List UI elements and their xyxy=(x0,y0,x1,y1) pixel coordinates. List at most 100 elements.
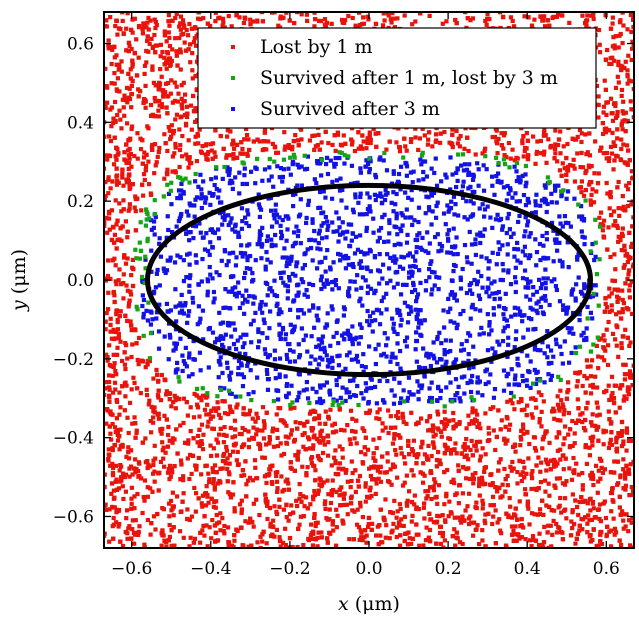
lost-1m-point xyxy=(111,465,116,470)
lost-1m-point xyxy=(399,517,404,522)
lost-1m-point xyxy=(156,388,161,393)
lost-1m-point xyxy=(115,352,120,357)
lost-1m-point xyxy=(367,410,372,416)
lost-1m-point xyxy=(474,527,479,532)
lost-1m-point xyxy=(168,134,174,139)
lost-1m-point xyxy=(322,442,327,447)
lost-1m-point xyxy=(214,499,219,504)
lost-1m-point xyxy=(505,438,510,443)
lost-1m-point xyxy=(134,428,139,433)
lost-1m-point xyxy=(295,12,300,15)
lost-1m-point xyxy=(543,489,548,494)
lost-1m-point xyxy=(558,388,563,393)
lost-1m-point xyxy=(164,544,169,548)
lost-1m-point xyxy=(541,130,547,136)
lost-1m-point xyxy=(629,79,634,84)
lost-1m-point xyxy=(153,527,158,532)
lost-1m-point xyxy=(163,450,168,455)
lost-1m-point xyxy=(587,153,593,158)
lost-1m-point xyxy=(124,283,129,288)
lost-1m-point xyxy=(115,152,120,157)
lost-1m-point xyxy=(631,107,634,112)
lost-1m-point xyxy=(601,218,607,223)
lost-1m-point xyxy=(129,124,135,129)
lost-1m-point xyxy=(546,523,551,528)
lost-1m-point xyxy=(248,516,253,521)
lost-1m-point xyxy=(629,169,634,174)
lost-1m-point xyxy=(137,524,142,529)
lost-1m-point xyxy=(453,543,458,548)
lost-1m-point xyxy=(308,533,313,538)
lost-1m-point xyxy=(185,516,190,522)
lost-1m-point xyxy=(611,35,616,40)
lost-1m-point xyxy=(600,131,606,137)
lost-1m-point xyxy=(431,488,437,493)
lost-1m-point xyxy=(595,405,600,410)
lost-1m-point xyxy=(336,466,341,471)
lost-1m-point xyxy=(218,511,223,516)
lost-1m-point xyxy=(384,523,389,528)
lost-1m-point xyxy=(601,235,607,240)
lost-1m-point xyxy=(126,153,131,158)
lost-1m-point xyxy=(486,511,491,516)
lost-1m-point xyxy=(610,21,615,26)
lost-1m-point xyxy=(133,518,138,523)
lost-1m-point xyxy=(469,419,474,424)
lost-1m-point xyxy=(247,437,252,442)
lost-1m-point xyxy=(162,55,167,60)
lost-1m-point xyxy=(555,402,561,407)
lost-1m-point xyxy=(148,418,153,424)
lost-1m-point xyxy=(113,263,118,268)
lost-1m-point xyxy=(224,153,229,158)
lost-1m-point xyxy=(228,407,233,413)
lost-1m-point xyxy=(286,518,291,523)
lost-1m-point xyxy=(572,441,577,446)
lost-1m-point xyxy=(109,437,114,442)
lost-1m-point xyxy=(244,494,249,499)
lost-1m-point xyxy=(173,141,178,147)
lost-1m-point xyxy=(104,24,107,29)
lost-1m-point xyxy=(126,301,132,306)
lost-1m-point xyxy=(126,95,131,100)
lost-1m-point xyxy=(362,428,367,434)
lost-1m-point xyxy=(389,482,394,487)
lost-1m-point xyxy=(513,524,518,529)
lost-1m-point xyxy=(604,150,610,156)
lost-1m-point xyxy=(177,529,183,534)
lost-1m-point xyxy=(124,516,129,521)
lost-1m-point xyxy=(610,118,616,123)
lost-1m-point xyxy=(400,483,406,488)
lost-1m-point xyxy=(442,426,447,431)
lost-1m-point xyxy=(220,516,225,521)
lost-1m-point xyxy=(354,522,360,527)
lost-1m-point xyxy=(181,535,186,540)
lost-1m-point xyxy=(297,481,302,487)
lost-1m-point xyxy=(555,394,560,399)
lost-1m-point xyxy=(413,135,418,140)
lost-1m-point xyxy=(291,138,296,144)
lost-1m-point xyxy=(619,121,624,126)
lost-1m-point xyxy=(431,519,436,525)
lost-1m-point xyxy=(501,146,506,151)
lost-1m-point xyxy=(122,408,127,413)
lost-1m-point xyxy=(482,469,487,475)
lost-1m-point xyxy=(328,407,333,412)
lost-1m-point xyxy=(180,18,186,23)
lost-1m-point xyxy=(322,22,328,27)
lost-1m-point xyxy=(337,461,342,466)
lost-1m-point xyxy=(258,446,263,451)
lost-1m-point xyxy=(230,435,235,440)
lost-1m-point xyxy=(464,426,469,431)
lost-1m-point xyxy=(625,74,630,79)
lost-1m-point xyxy=(115,327,121,332)
lost-1m-point xyxy=(450,144,455,150)
lost-1m-point xyxy=(442,469,447,475)
lost-1m-point xyxy=(245,478,251,483)
lost-1m-point xyxy=(333,148,338,153)
lost-1m-point xyxy=(189,26,195,31)
lost-1m-point xyxy=(625,276,630,282)
lost-1m-point xyxy=(559,173,564,178)
lost-1m-point xyxy=(356,130,361,135)
lost-1m-point xyxy=(153,163,158,168)
lost-1m-point xyxy=(394,515,399,520)
